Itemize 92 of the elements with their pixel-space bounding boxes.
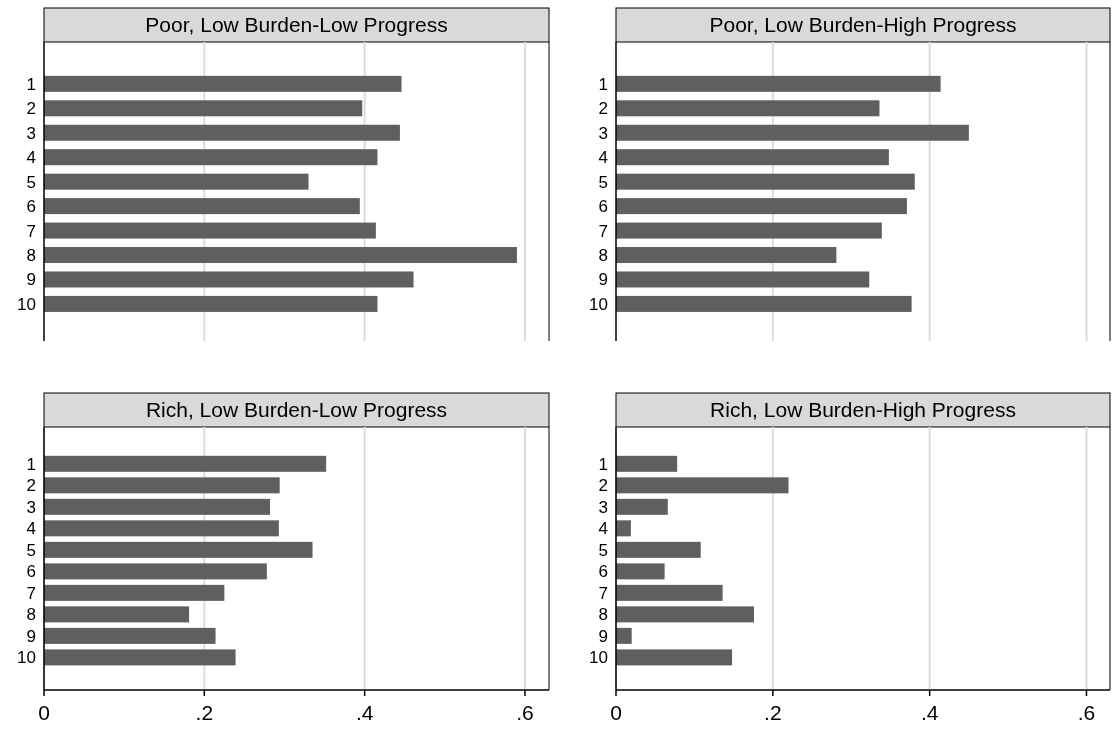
y-tick-label: 4	[26, 148, 36, 168]
y-tick-label: 2	[598, 99, 608, 119]
bar	[44, 149, 378, 166]
bar	[44, 222, 376, 239]
x-tick-label: .6	[516, 701, 534, 724]
y-tick-label: 9	[26, 626, 36, 646]
bar	[44, 173, 309, 190]
bar	[44, 541, 313, 558]
y-tick-label: 5	[26, 172, 36, 192]
y-tick-label: 2	[598, 476, 608, 496]
y-tick-label: 1	[26, 74, 36, 94]
bar	[616, 295, 912, 312]
x-tick-label: .4	[920, 701, 939, 724]
y-tick-label: 3	[26, 123, 36, 143]
y-tick-label: 6	[26, 197, 36, 217]
bar	[44, 649, 236, 666]
y-tick-label: 7	[26, 583, 36, 603]
bar	[616, 477, 789, 494]
y-tick-label: 2	[26, 476, 36, 496]
y-tick-label: 4	[598, 519, 608, 539]
bar	[616, 563, 665, 580]
y-tick-label: 5	[598, 540, 608, 560]
bar	[44, 627, 216, 644]
x-tick-label: .4	[355, 701, 374, 724]
bar	[44, 124, 400, 141]
x-tick-label: 0	[610, 701, 622, 724]
bar	[616, 649, 733, 666]
chart-title: Poor, Low Burden-Low Progress	[145, 13, 448, 36]
y-tick-label: 1	[598, 74, 608, 94]
y-tick-label: 1	[598, 454, 608, 474]
bar	[44, 606, 190, 623]
y-tick-label: 9	[598, 270, 608, 290]
bar	[616, 455, 678, 472]
y-tick-label: 3	[26, 497, 36, 517]
y-tick-label: 4	[598, 148, 608, 168]
y-tick-label: 3	[598, 123, 608, 143]
y-tick-label: 8	[598, 246, 608, 266]
bar	[44, 455, 327, 472]
bar	[616, 541, 701, 558]
y-tick-label: 8	[598, 605, 608, 625]
x-tick-label: .2	[764, 701, 782, 724]
chart-title: Rich, Low Burden-High Progress	[710, 398, 1016, 421]
y-tick-label: 5	[26, 540, 36, 560]
x-tick-label: .2	[195, 701, 214, 724]
y-tick-label: 5	[598, 172, 608, 192]
y-tick-label: 3	[598, 497, 608, 517]
y-tick-label: 6	[598, 562, 608, 582]
bar	[44, 198, 360, 215]
y-tick-label: 4	[26, 519, 36, 539]
y-tick-label: 8	[26, 246, 36, 266]
y-tick-label: 10	[17, 294, 36, 314]
y-tick-label: 9	[26, 270, 36, 290]
y-tick-label: 9	[598, 626, 608, 646]
y-tick-label: 7	[26, 221, 36, 241]
x-tick-label: 0	[38, 701, 50, 724]
chart-title: Rich, Low Burden-Low Progress	[145, 398, 448, 421]
bar	[616, 124, 969, 141]
bar	[616, 520, 631, 537]
bar	[44, 520, 279, 537]
bar	[44, 498, 271, 515]
bar	[616, 247, 837, 264]
bar	[616, 222, 882, 239]
bar	[616, 271, 870, 288]
bar	[44, 271, 414, 288]
bar	[616, 606, 755, 623]
y-tick-label: 7	[598, 583, 608, 603]
y-tick-label: 10	[17, 648, 36, 668]
bar	[616, 149, 889, 166]
y-tick-label: 2	[26, 99, 36, 119]
y-tick-label: 1	[26, 454, 36, 474]
bar	[616, 498, 668, 515]
y-tick-label: 10	[589, 648, 608, 668]
y-tick-label: 7	[598, 221, 608, 241]
bar	[44, 247, 517, 264]
bar	[616, 173, 915, 190]
bar	[44, 563, 267, 580]
bar	[44, 75, 402, 92]
bar	[616, 627, 632, 644]
bar	[44, 295, 378, 312]
bar	[616, 75, 941, 92]
bar	[616, 100, 880, 117]
y-tick-label: 8	[26, 605, 36, 625]
bar	[616, 584, 723, 601]
bar	[44, 584, 225, 601]
bar	[616, 198, 907, 215]
bar	[44, 100, 363, 117]
y-tick-label: 10	[589, 294, 608, 314]
y-tick-label: 6	[26, 562, 36, 582]
x-tick-label: .6	[1077, 701, 1096, 724]
chart-title: Poor, Low Burden-High Progress	[709, 13, 1017, 36]
y-tick-label: 6	[598, 197, 608, 217]
bar	[44, 477, 280, 494]
